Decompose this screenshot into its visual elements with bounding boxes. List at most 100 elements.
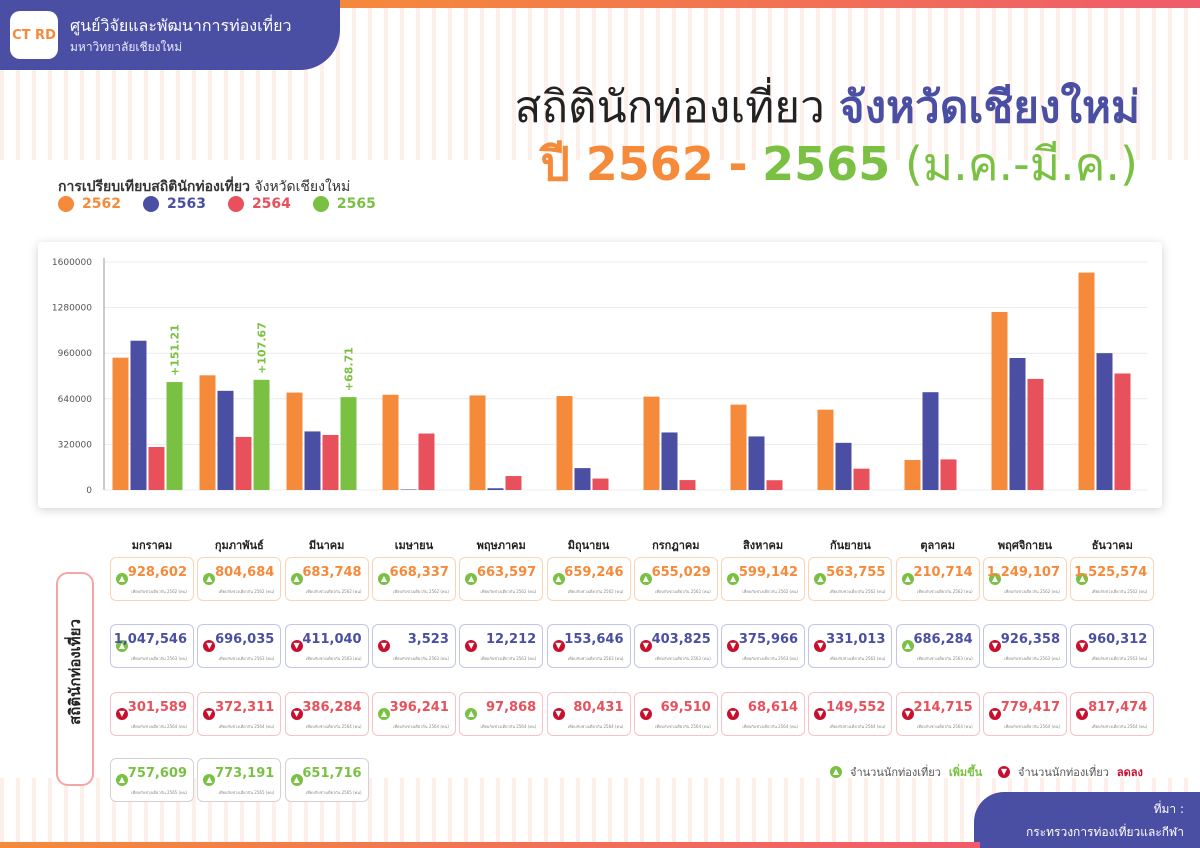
stat-cell-2563: ▼ 403,825 เทียบกับช่วงเดียวกัน 2563 (คน) bbox=[633, 624, 718, 668]
stat-value: 149,552 bbox=[826, 700, 886, 715]
stat-cell-2563: ▼ 12,212 เทียบกับช่วงเดียวกัน 2563 (คน) bbox=[459, 624, 544, 668]
org-subtitle: มหาวิทยาลัยเชียงใหม่ bbox=[70, 40, 183, 54]
title-period: (ม.ค.-มี.ค.) bbox=[904, 137, 1138, 191]
arrow-up-icon: ▲ bbox=[901, 573, 914, 585]
bar-2562-4 bbox=[382, 394, 399, 490]
stat-value: 757,609 bbox=[127, 766, 187, 781]
month-header: พฤษภาคม bbox=[476, 539, 526, 552]
month-header: พฤศจิกายน bbox=[997, 539, 1053, 552]
bar-2564-10 bbox=[940, 459, 957, 490]
legend-title: การเปรียบเทียบสถิตินักท่องเที่ยว จังหวัด… bbox=[58, 176, 350, 198]
stat-value: 804,684 bbox=[215, 565, 275, 580]
stat-cell-2563: ▼ 960,312 เทียบกับช่วงเดียวกัน 2563 (คน) bbox=[1070, 624, 1155, 668]
stat-note: เทียบกับช่วงเดียวกัน 2564 (คน) bbox=[131, 724, 187, 729]
bar-2565-3 bbox=[340, 397, 357, 490]
annotation-label: +68.71 bbox=[343, 347, 356, 391]
title-year-end: 2565 bbox=[762, 137, 891, 191]
arrow-down-icon: ▼ bbox=[639, 708, 652, 720]
stat-cell-2564: ▼ 301,589 เทียบกับช่วงเดียวกัน 2564 (คน) bbox=[110, 692, 194, 736]
bar-2564-1 bbox=[148, 447, 165, 490]
y-tick-label: 1280000 bbox=[52, 304, 92, 314]
arrow-up-icon: ▲ bbox=[290, 774, 303, 786]
stat-note: เทียบกับช่วงเดียวกัน 2563 (คน) bbox=[393, 656, 449, 661]
stat-cell-2564: ▼ 68,614 เทียบกับช่วงเดียวกัน 2564 (คน) bbox=[721, 692, 806, 736]
stat-value: 1,249,107 bbox=[986, 565, 1060, 580]
month-header: กรกฎาคม bbox=[652, 539, 700, 552]
key-decrease: ▼ จำนวนนักท่องเที่ยว ลดลง bbox=[998, 763, 1143, 781]
bar-2563-10 bbox=[922, 392, 939, 490]
bar-2564-7 bbox=[679, 480, 696, 490]
stat-note: เทียบกับช่วงเดียวกัน 2562 (คน) bbox=[218, 589, 275, 594]
bar-2564-8 bbox=[766, 480, 783, 490]
stat-cell-2564: ▼ 386,284 เทียบกับช่วงเดียวกัน 2564 (คน) bbox=[284, 692, 369, 736]
stat-cell-2564: ▼ 779,417 เทียบกับช่วงเดียวกัน 2564 (คน) bbox=[983, 692, 1067, 736]
arrow-up-icon: ▲ bbox=[830, 766, 842, 778]
stat-note: เทียบกับช่วงเดียวกัน 2563 (คน) bbox=[480, 656, 537, 661]
source-box: ที่มา : กระทรวงการท่องเที่ยวและกีฬา bbox=[974, 792, 1200, 848]
month-header: มกราคม bbox=[131, 539, 173, 552]
arrow-down-icon: ▼ bbox=[1076, 708, 1089, 720]
arrow-down-icon: ▼ bbox=[814, 708, 827, 720]
stat-value: 411,040 bbox=[302, 632, 362, 647]
stat-note: เทียบกับช่วงเดียวกัน 2565 (คน) bbox=[305, 790, 362, 795]
stat-value: 686,284 bbox=[913, 632, 973, 647]
key-increase: ▲ จำนวนนักท่องเที่ยว เพิ่มขึ้น bbox=[830, 763, 982, 781]
stat-note: เทียบกับช่วงเดียวกัน 2562 (คน) bbox=[742, 589, 799, 594]
arrow-down-icon: ▼ bbox=[901, 708, 914, 720]
bar-2563-7 bbox=[661, 432, 678, 490]
bar-2563-3 bbox=[304, 431, 321, 490]
stat-value: 80,431 bbox=[573, 700, 624, 715]
stat-note: เทียบกับช่วงเดียวกัน 2565 (คน) bbox=[131, 790, 187, 795]
stat-note: เทียบกับช่วงเดียวกัน 2564 (คน) bbox=[655, 724, 711, 729]
stat-note: เทียบกับช่วงเดียวกัน 2562 (คน) bbox=[393, 589, 449, 594]
stat-value: 214,715 bbox=[913, 700, 973, 715]
stat-cell-2562: ▲ 210,714 เทียบกับช่วงเดียวกัน 2562 (คน) bbox=[895, 557, 980, 601]
stat-note: เทียบกับช่วงเดียวกัน 2562 (คน) bbox=[1091, 589, 1148, 594]
stat-value: 599,142 bbox=[738, 565, 799, 580]
stat-value: 1,047,546 bbox=[113, 632, 187, 647]
stat-note: เทียบกับช่วงเดียวกัน 2564 (คน) bbox=[393, 724, 449, 729]
bar-2564-9 bbox=[853, 468, 870, 490]
bar-2562-6 bbox=[556, 396, 573, 490]
bar-2562-5 bbox=[469, 395, 486, 490]
arrow-up-icon: ▲ bbox=[552, 573, 565, 585]
arrow-down-icon: ▼ bbox=[639, 640, 652, 652]
stat-note: เทียบกับช่วงเดียวกัน 2563 (คน) bbox=[218, 656, 275, 661]
stat-value: 696,035 bbox=[215, 632, 275, 647]
key-decrease-word: ลดลง bbox=[1116, 766, 1143, 779]
arrow-up-icon: ▲ bbox=[465, 708, 478, 720]
arrow-up-icon: ▲ bbox=[116, 573, 128, 585]
arrow-down-icon: ▼ bbox=[552, 708, 565, 720]
stat-value: 659,246 bbox=[564, 565, 624, 580]
key-increase-word: เพิ่มขึ้น bbox=[948, 766, 983, 779]
bar-2563-5 bbox=[487, 488, 504, 490]
stat-note: เทียบกับช่วงเดียวกัน 2563 (คน) bbox=[567, 656, 624, 661]
arrow-down-icon: ▼ bbox=[727, 640, 740, 652]
logo-text: CT RD bbox=[12, 27, 56, 43]
stat-value: 375,966 bbox=[738, 632, 799, 647]
stat-value: 651,716 bbox=[302, 766, 362, 781]
legend-label-2565: 2565 bbox=[336, 196, 376, 212]
stat-note: เทียบกับช่วงเดียวกัน 2564 (คน) bbox=[1004, 724, 1060, 729]
stat-cell-2562: ▲ 1,249,107 เทียบกับช่วงเดียวกัน 2562 (คน) bbox=[983, 557, 1067, 601]
bar-2562-11 bbox=[991, 312, 1008, 490]
bar-2562-9 bbox=[817, 409, 834, 490]
arrow-down-icon: ▼ bbox=[290, 708, 303, 720]
legend-item-2562: 2562 bbox=[58, 196, 121, 212]
bar-2564-3 bbox=[322, 434, 339, 490]
stat-value: 655,029 bbox=[651, 565, 711, 580]
stat-note: เทียบกับช่วงเดียวกัน 2563 (คน) bbox=[131, 656, 187, 661]
stat-value: 97,868 bbox=[486, 700, 537, 715]
bar-2562-12 bbox=[1078, 272, 1095, 490]
stat-value: 683,748 bbox=[302, 565, 362, 580]
title-dash: - bbox=[728, 137, 748, 191]
month-header: กันยายน bbox=[830, 539, 871, 552]
bar-2564-4 bbox=[418, 433, 435, 490]
top-accent-bar bbox=[330, 0, 1200, 8]
stat-note: เทียบกับช่วงเดียวกัน 2563 (คน) bbox=[1091, 656, 1148, 661]
stat-note: เทียบกับช่วงเดียวกัน 2564 (คน) bbox=[218, 724, 275, 729]
title-year-start: ปี 2562 bbox=[540, 137, 714, 191]
bar-2563-8 bbox=[748, 436, 765, 490]
stat-cell-2562: ▲ 655,029 เทียบกับช่วงเดียวกัน 2562 (คน) bbox=[633, 557, 718, 601]
arrow-down-icon: ▼ bbox=[814, 640, 827, 652]
